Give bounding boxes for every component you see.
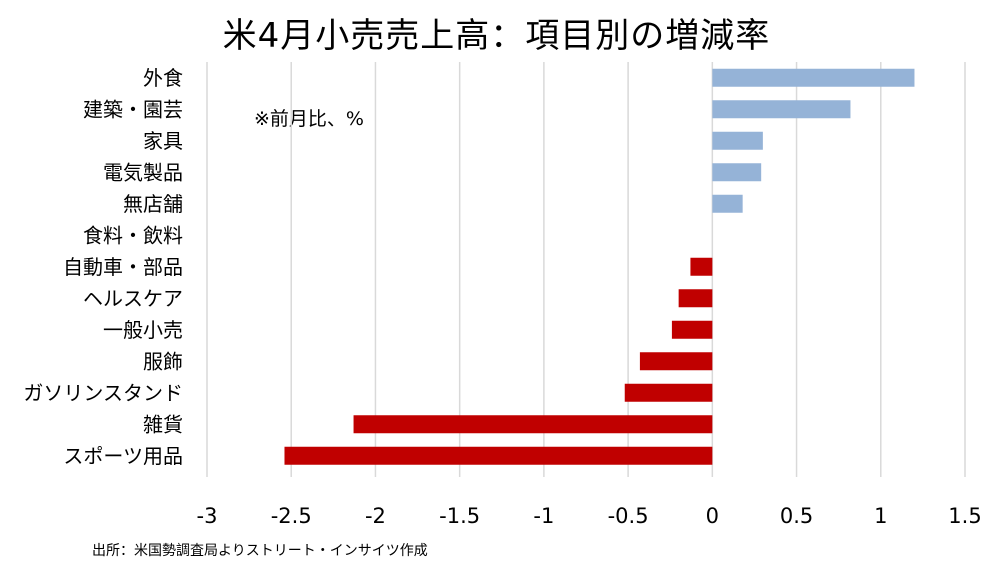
- x-tick-label: -0.5: [608, 504, 649, 528]
- x-tick-label: 0: [706, 504, 719, 528]
- x-tick-label: -1.5: [439, 504, 480, 528]
- bar: [678, 289, 713, 308]
- category-label: 外食: [143, 66, 183, 90]
- category-label: 自動車・部品: [63, 255, 183, 279]
- unit-note: ※前月比、%: [254, 108, 364, 130]
- category-label: 食料・飲料: [83, 223, 183, 247]
- x-tick-label: 0.5: [780, 504, 813, 528]
- bar: [353, 415, 713, 434]
- bar: [284, 446, 713, 465]
- category-label: 服飾: [143, 349, 183, 373]
- x-tick-label: -1: [533, 504, 554, 528]
- bar: [712, 68, 915, 87]
- bar: [690, 257, 713, 276]
- x-tick-labels: -3 -2.5 -2 -1.5 -1 -0.5 0 0.5 1 1.5: [197, 504, 982, 528]
- bar: [712, 194, 743, 213]
- category-label: 無店舗: [123, 192, 183, 216]
- category-label: 雑貨: [143, 412, 183, 436]
- bar: [624, 383, 713, 402]
- category-label: ガソリンスタンド: [23, 381, 183, 405]
- category-label: 建築・園芸: [83, 97, 183, 121]
- category-label: 一般小売: [103, 318, 183, 342]
- x-tick-label: 1: [874, 504, 887, 528]
- category-label: 電気製品: [103, 160, 183, 184]
- x-tick-label: 1.5: [948, 504, 981, 528]
- gridlines: [206, 62, 966, 477]
- bar: [671, 320, 713, 339]
- bar: [712, 163, 762, 182]
- category-label: ヘルスケア: [83, 286, 183, 310]
- category-label: 家具: [143, 129, 183, 153]
- bar: [712, 100, 851, 119]
- bar: [639, 352, 713, 371]
- x-tick-label: -3: [197, 504, 218, 528]
- chart-title: 米4月小売売上高：項目別の増減率: [222, 16, 771, 56]
- source-note: 出所：米国勢調査局よりストリート・インサイツ作成: [92, 543, 428, 559]
- bar: [712, 131, 763, 150]
- category-label: スポーツ用品: [63, 444, 183, 468]
- category-labels: 外食建築・園芸家具電気製品無店舗食料・飲料自動車・部品ヘルスケア一般小売服飾ガソ…: [23, 66, 183, 468]
- x-tick-label: -2.5: [271, 504, 312, 528]
- bars: [284, 68, 915, 465]
- x-tick-label: -2: [365, 504, 386, 528]
